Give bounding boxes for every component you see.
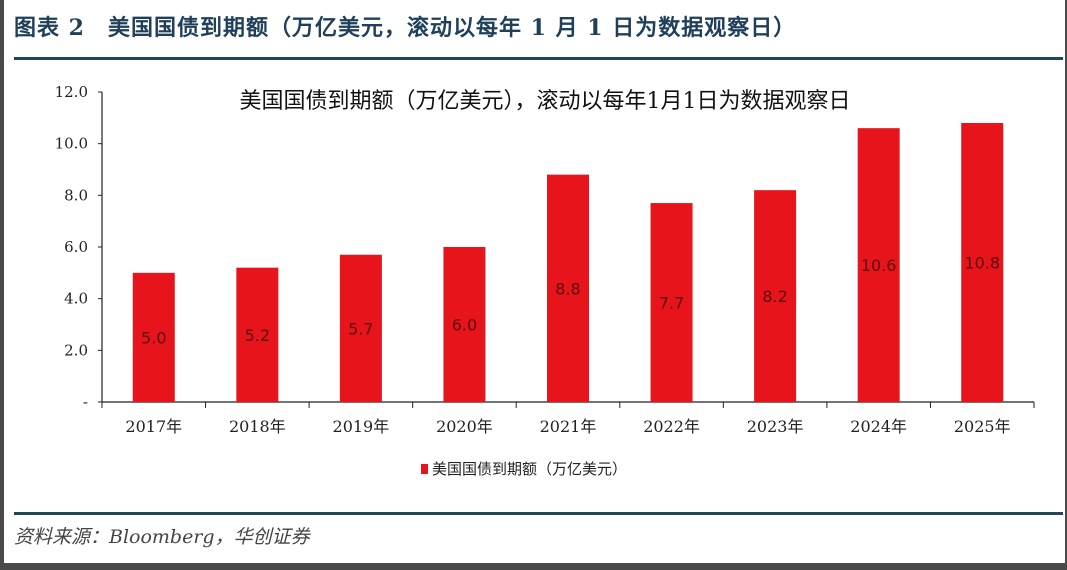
data-label: 8.8 bbox=[555, 279, 580, 298]
x-tick-label: 2022年 bbox=[643, 417, 700, 436]
bar-2017年 bbox=[132, 272, 175, 402]
data-label: 10.8 bbox=[964, 254, 1000, 273]
y-tick-label: 8.0 bbox=[64, 186, 88, 204]
bar-2025年 bbox=[961, 123, 1004, 402]
chart-title: 美国国债到期额（万亿美元），滚动以每年1月1日为数据观察日 bbox=[240, 89, 851, 114]
x-tick-label: 2024年 bbox=[850, 417, 907, 436]
bar-2021年 bbox=[547, 174, 589, 402]
bar-2023年 bbox=[754, 190, 797, 402]
data-label: 8.2 bbox=[762, 287, 787, 306]
x-tick-label: 2017年 bbox=[125, 417, 182, 436]
y-tick-label: 10.0 bbox=[55, 135, 88, 153]
x-tick-label: 2020年 bbox=[436, 417, 493, 436]
data-label: 5.7 bbox=[348, 319, 373, 338]
x-tick-label: 2019年 bbox=[333, 417, 390, 436]
y-tick-label: 6.0 bbox=[64, 238, 88, 256]
figure-header: 图表 2 美国国债到期额（万亿美元，滚动以每年 1 月 1 日为数据观察日） bbox=[14, 15, 797, 41]
footer-rule bbox=[14, 512, 1063, 515]
data-label: 7.7 bbox=[659, 294, 684, 313]
y-tick-label: 4.0 bbox=[64, 290, 88, 308]
bar-2018年 bbox=[236, 267, 279, 402]
bar-2020年 bbox=[443, 247, 486, 402]
header-rule bbox=[14, 57, 1063, 60]
y-tick-label: 12.0 bbox=[55, 83, 88, 101]
data-label: 6.0 bbox=[452, 316, 477, 335]
x-tick-label: 2018年 bbox=[229, 417, 286, 436]
bar-2022年 bbox=[650, 203, 693, 402]
bar-2019年 bbox=[339, 254, 382, 402]
bar-2024年 bbox=[857, 128, 900, 402]
y-tick-label: 2.0 bbox=[64, 341, 88, 359]
legend-label: 美国国债到期额（万亿美元） bbox=[432, 460, 627, 478]
y-tick-label: - bbox=[83, 393, 88, 411]
x-tick-label: 2025年 bbox=[954, 417, 1011, 436]
x-tick-label: 2023年 bbox=[747, 417, 804, 436]
data-label: 10.6 bbox=[861, 256, 897, 275]
data-label: 5.2 bbox=[245, 326, 270, 345]
data-label: 5.0 bbox=[141, 328, 166, 347]
source-note: 资料来源：Bloomberg，华创证券 bbox=[14, 526, 310, 548]
x-tick-label: 2021年 bbox=[540, 417, 597, 436]
legend-swatch bbox=[421, 464, 428, 474]
